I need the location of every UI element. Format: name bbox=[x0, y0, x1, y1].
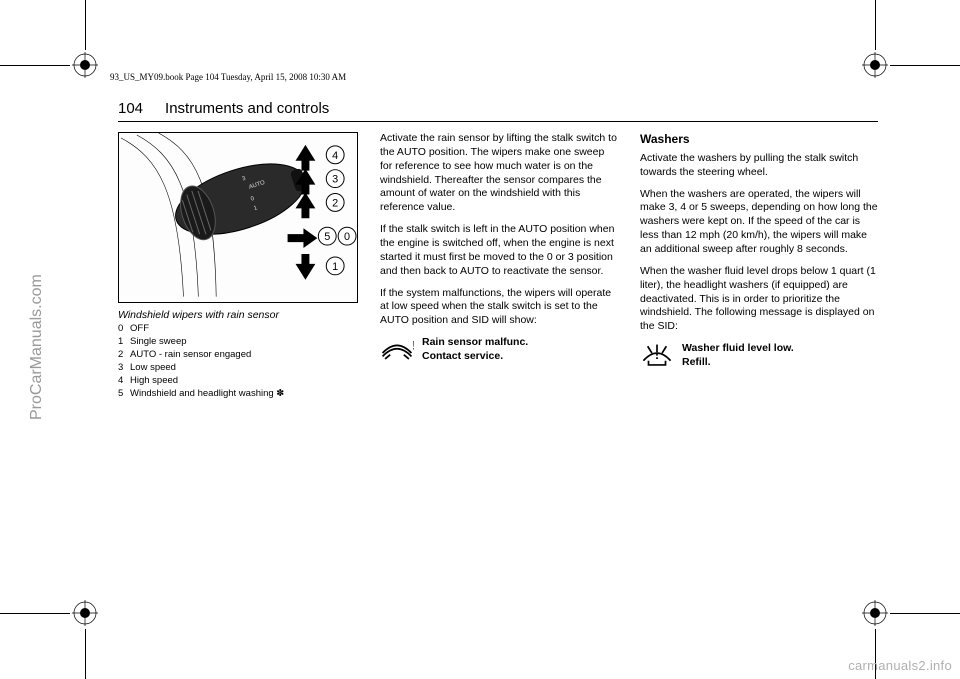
body-text: If the system malfunctions, the wipers w… bbox=[380, 287, 618, 329]
figure-legend: 0OFF 1Single sweep 2AUTO - rain sensor e… bbox=[118, 323, 358, 400]
callout-1: 1 bbox=[332, 261, 338, 273]
wiper-warning-icon: ! bbox=[380, 336, 414, 365]
footer-watermark: carmanuals2.info bbox=[848, 658, 952, 673]
crop-mark-icon bbox=[862, 52, 888, 78]
callout-4: 4 bbox=[332, 150, 338, 162]
figure-caption: Windshield wipers with rain sensor bbox=[118, 309, 358, 323]
callout-3: 3 bbox=[332, 174, 338, 186]
section-title: Instruments and controls bbox=[165, 100, 329, 117]
crop-line bbox=[890, 65, 960, 66]
body-text: Activate the washers by pulling the stal… bbox=[640, 152, 878, 180]
crop-line bbox=[85, 0, 86, 50]
body-text: When the washer fluid level drops below … bbox=[640, 265, 878, 334]
callout-2: 2 bbox=[332, 197, 338, 209]
page-content: 104 Instruments and controls bbox=[118, 100, 878, 400]
wiper-stalk-figure: 3 AUTO 0 1 bbox=[118, 132, 358, 303]
crop-mark-icon bbox=[862, 600, 888, 626]
body-text: Activate the rain sensor by lifting the … bbox=[380, 132, 618, 215]
page-header: 104 Instruments and controls bbox=[118, 100, 878, 122]
column-3: Washers Activate the washers by pulling … bbox=[640, 132, 878, 400]
svg-text:!: ! bbox=[412, 339, 414, 353]
body-text: When the washers are operated, the wiper… bbox=[640, 188, 878, 257]
callout-5: 5 bbox=[324, 231, 330, 243]
washers-heading: Washers bbox=[640, 132, 878, 148]
sid-line-2: Contact service. bbox=[422, 350, 528, 364]
sid-line-1: Washer fluid level low. bbox=[682, 342, 794, 356]
side-watermark: ProCarManuals.com bbox=[28, 274, 46, 420]
washer-fluid-icon bbox=[640, 342, 674, 371]
column-2: Activate the rain sensor by lifting the … bbox=[380, 132, 618, 400]
crop-line bbox=[85, 629, 86, 679]
sid-message: ! Rain sensor malfunc. Contact service. bbox=[380, 336, 618, 365]
sid-line-2: Refill. bbox=[682, 356, 794, 370]
callout-0: 0 bbox=[344, 231, 350, 243]
page-number: 104 bbox=[118, 100, 143, 117]
column-1: 3 AUTO 0 1 bbox=[118, 132, 358, 400]
crop-line bbox=[0, 65, 70, 66]
document-stamp: 93_US_MY09.book Page 104 Tuesday, April … bbox=[110, 72, 346, 82]
sid-line-1: Rain sensor malfunc. bbox=[422, 336, 528, 350]
body-text: If the stalk switch is left in the AUTO … bbox=[380, 223, 618, 278]
crop-line bbox=[0, 613, 70, 614]
crop-line bbox=[875, 0, 876, 50]
crop-line bbox=[890, 613, 960, 614]
sid-message: Washer fluid level low. Refill. bbox=[640, 342, 878, 371]
crop-mark-icon bbox=[72, 52, 98, 78]
crop-mark-icon bbox=[72, 600, 98, 626]
